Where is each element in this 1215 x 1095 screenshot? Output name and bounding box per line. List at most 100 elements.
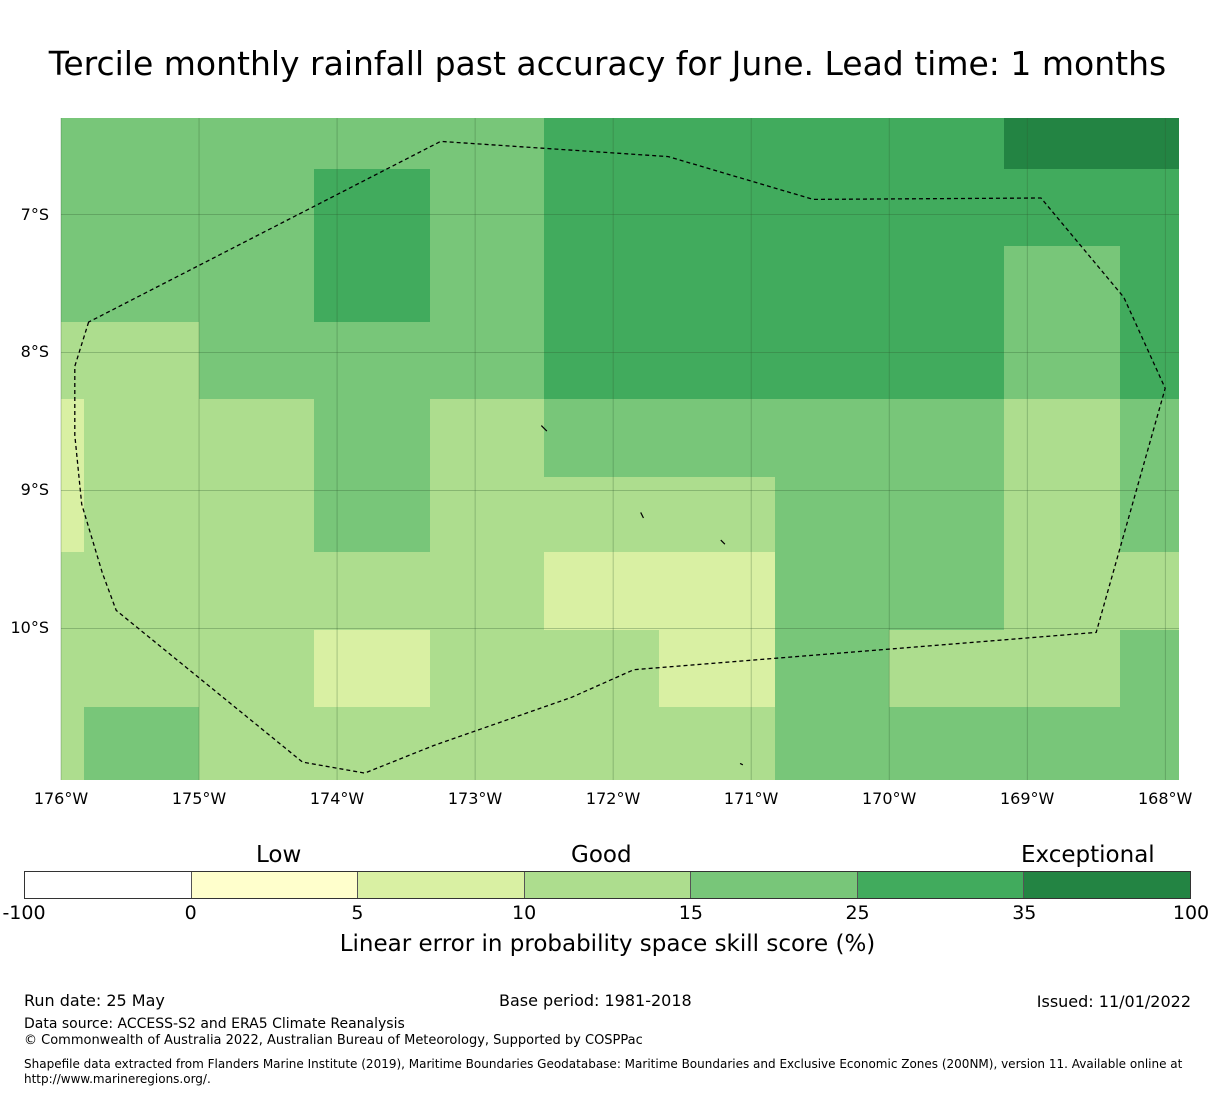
grid-cell: [889, 630, 1004, 707]
grid-cell: [199, 118, 314, 169]
longitude-label: 168°W: [1138, 789, 1193, 808]
grid-cell: [430, 399, 544, 477]
grid-cell: [775, 246, 889, 322]
grid-cell: [430, 322, 544, 399]
grid-cell: [430, 118, 544, 169]
longitude-label: 171°W: [723, 789, 779, 808]
grid-cell: [1120, 118, 1179, 169]
data-source: Data source: ACCESS-S2 and ERA5 Climate …: [24, 1016, 405, 1032]
grid-cell: [544, 630, 659, 707]
grid-cell: [1004, 552, 1120, 630]
latitude-label: 7°S: [20, 204, 49, 224]
colorbar-tick-label: 15: [678, 902, 703, 924]
grid-cell: [659, 169, 775, 246]
grid-cell: [61, 246, 84, 322]
grid-cell: [430, 169, 544, 246]
grid-cell: [84, 630, 199, 707]
grid-cell: [775, 118, 889, 169]
grid-cell: [61, 118, 84, 169]
grid-cell: [775, 399, 889, 477]
grid-cell: [314, 322, 430, 399]
grid-cell: [1004, 477, 1120, 552]
grid-cell: [544, 399, 659, 477]
colorbar-tick-label: 10: [512, 902, 537, 924]
grid-cell: [84, 552, 199, 630]
grid-cell: [430, 477, 544, 552]
grid-cell: [199, 630, 314, 707]
grid-cell: [61, 399, 84, 477]
grid-cell: [775, 630, 889, 707]
map-title: Tercile monthly rainfall past accuracy f…: [48, 44, 1167, 83]
grid-cell: [544, 118, 659, 169]
grid-cell: [659, 477, 775, 552]
colorbar-segment: [524, 872, 692, 898]
longitude-label: 169°W: [999, 789, 1055, 808]
copyright: © Commonwealth of Australia 2022, Austra…: [24, 1033, 643, 1048]
grid-cell: [314, 707, 430, 780]
colorbar-segment: [857, 872, 1025, 898]
grid-cell: [1004, 169, 1120, 246]
colorbar: [24, 871, 1191, 899]
longitude-label: 172°W: [585, 789, 641, 808]
shapefile-credit: Shapefile data extracted from Flanders M…: [24, 1057, 1183, 1086]
grid-cell: [1004, 246, 1120, 322]
grid-cell: [659, 246, 775, 322]
grid-cell: [659, 552, 775, 630]
colorbar-tick-label: 5: [351, 902, 364, 924]
graticule: [60, 118, 1179, 780]
grid-cell: [61, 322, 84, 399]
longitude-label: 174°W: [309, 789, 365, 808]
colorbar-segment: [25, 872, 192, 898]
grid-cell: [1120, 707, 1179, 780]
grid-cell: [775, 322, 889, 399]
island-outline: [640, 512, 645, 519]
grid-cell: [430, 246, 544, 322]
grid-cell: [84, 477, 199, 552]
skill-grid: [61, 118, 1179, 780]
island-outline: [739, 762, 744, 766]
grid-cell: [84, 169, 199, 246]
island-outline: [540, 425, 548, 432]
colorbar-segment: [358, 872, 525, 898]
grid-cell: [544, 477, 659, 552]
grid-cell: [1120, 169, 1179, 246]
grid-cell: [1120, 552, 1179, 630]
grid-cell: [889, 246, 1004, 322]
issued-date: Issued: 11/01/2022: [1036, 992, 1191, 1011]
grid-cell: [775, 477, 889, 552]
latitude-label: 8°S: [20, 342, 49, 362]
grid-cell: [544, 552, 659, 630]
grid-cell: [544, 322, 659, 399]
colorbar-heading-exceptional: Exceptional: [1021, 842, 1155, 868]
grid-cell: [1120, 322, 1179, 399]
grid-cell: [61, 477, 84, 552]
colorbar-tick-label: 0: [184, 902, 197, 924]
island-outline: [720, 539, 726, 545]
grid-cell: [430, 630, 544, 707]
grid-cell: [199, 552, 314, 630]
grid-cell: [199, 246, 314, 322]
grid-cell: [84, 246, 199, 322]
grid-cell: [659, 707, 775, 780]
grid-cell: [1120, 399, 1179, 477]
grid-cell: [1004, 707, 1120, 780]
grid-cell: [775, 707, 889, 780]
colorbar-heading-good: Good: [571, 842, 632, 868]
grid-cell: [430, 552, 544, 630]
latitude-label: 10°S: [10, 618, 49, 638]
base-period: Base period: 1981-2018: [499, 991, 692, 1010]
colorbar-tick-label: 25: [845, 902, 870, 924]
grid-cell: [889, 552, 1004, 630]
colorbar-tick-label: -100: [2, 902, 46, 924]
grid-cell: [314, 399, 430, 477]
grid-cell: [61, 552, 84, 630]
grid-cell: [889, 707, 1004, 780]
grid-cell: [199, 477, 314, 552]
grid-cell: [61, 169, 84, 246]
islands: [540, 425, 744, 766]
colorbar-segment: [191, 872, 359, 898]
grid-cell: [84, 322, 199, 399]
grid-cell: [1004, 399, 1120, 477]
grid-cell: [314, 477, 430, 552]
colorbar-segment: [1024, 872, 1191, 898]
